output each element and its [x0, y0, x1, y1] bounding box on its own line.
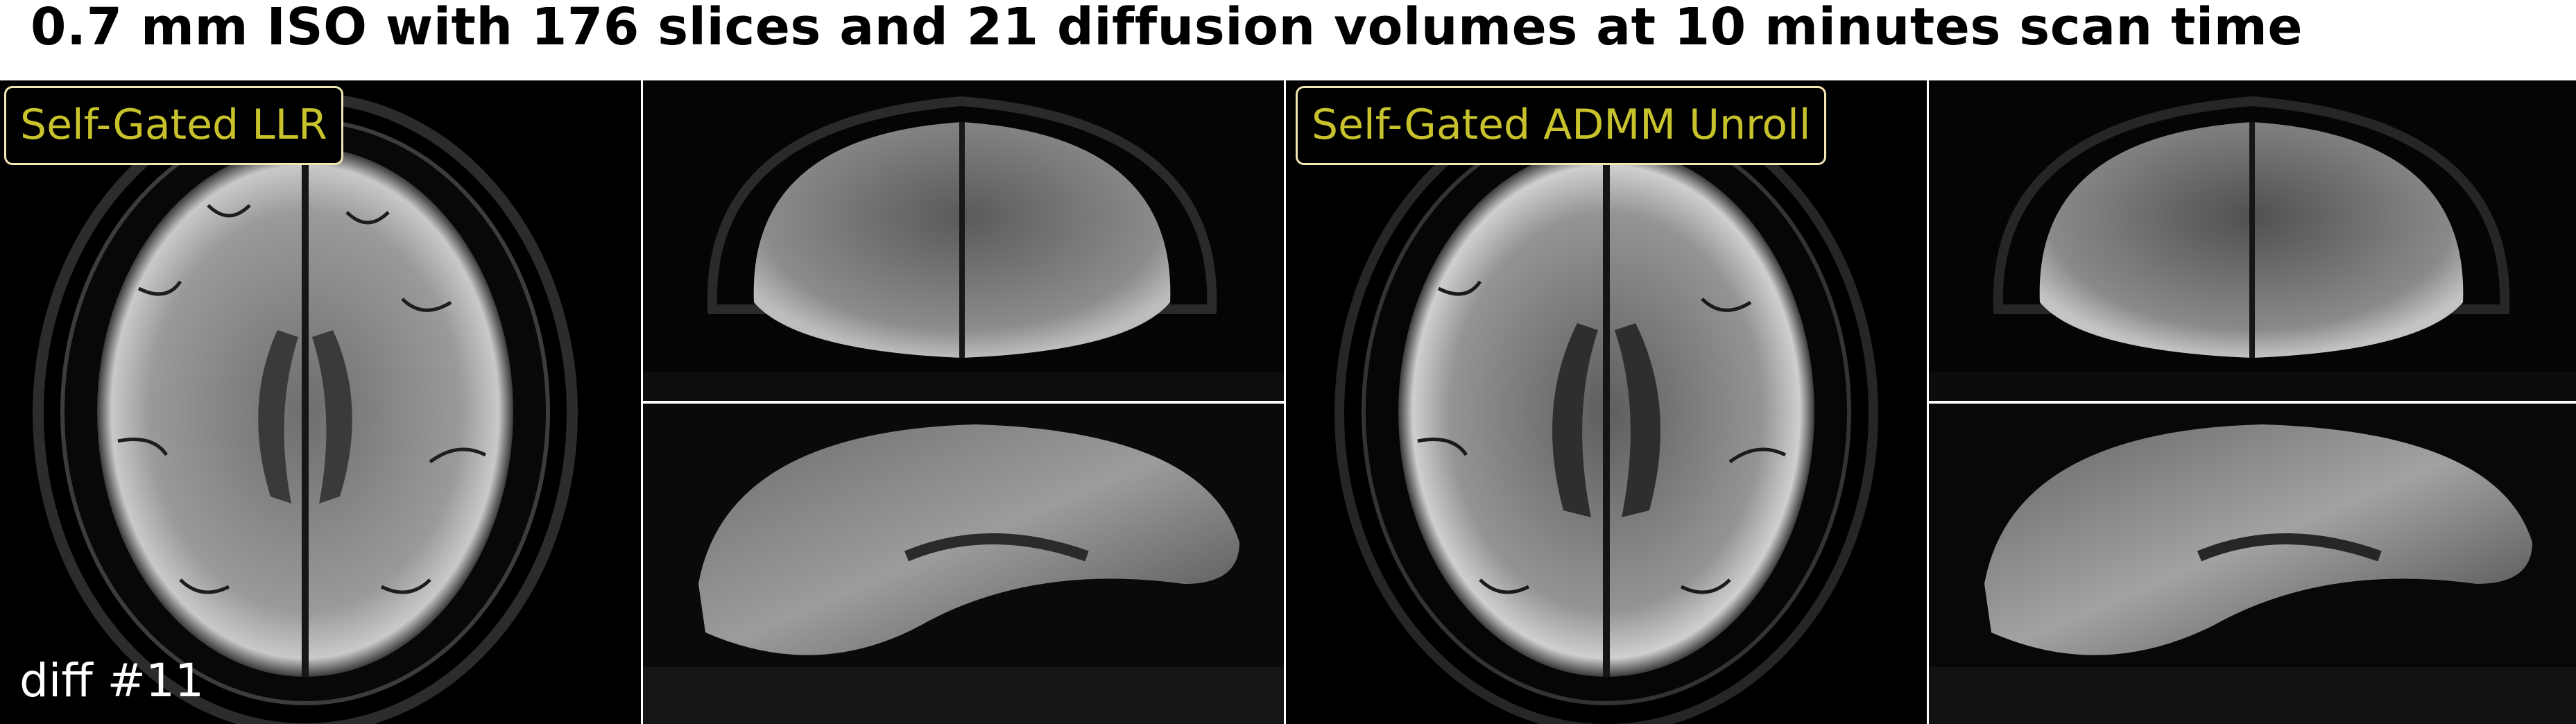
figure-title: 0.7 mm ISO with 176 slices and 21 diffus…: [31, 0, 2303, 57]
admm-method-label: Self-Gated ADMM Unroll: [1296, 86, 1827, 165]
sagittal-brain-image: [643, 404, 1284, 724]
axial-brain-image: [1334, 93, 1878, 724]
llr-coronal-view: [643, 80, 1284, 401]
admm-axial-view: Self-Gated ADMM Unroll: [1286, 80, 1927, 724]
llr-sagittal-view: [643, 404, 1284, 724]
llr-axial-view: Self-Gated LLR diff #11: [0, 80, 641, 724]
diffusion-volume-label: diff #11: [19, 654, 204, 707]
axial-brain-image: [33, 92, 578, 724]
admm-coronal-view: [1929, 80, 2576, 401]
coronal-brain-image: [643, 80, 1284, 401]
coronal-brain-image: [1929, 80, 2576, 401]
llr-method-label: Self-Gated LLR: [4, 86, 343, 165]
sagittal-brain-image: [1929, 404, 2576, 724]
admm-sagittal-view: [1929, 404, 2576, 724]
